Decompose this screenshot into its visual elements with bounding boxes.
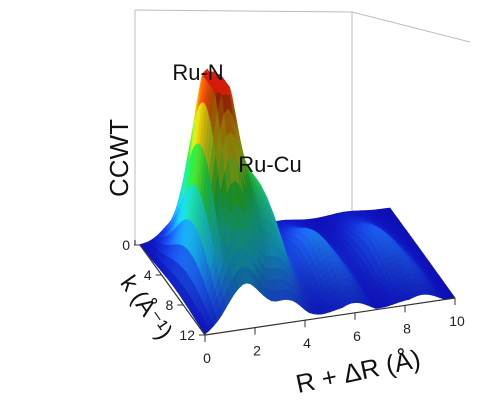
k-tick-label: 8 <box>166 297 174 313</box>
plot-box <box>134 9 471 240</box>
box-edge-top-right <box>351 11 471 43</box>
r-axis-title: R + ΔR (Å) <box>293 343 423 399</box>
k-axis-line <box>139 244 206 336</box>
axes <box>134 240 456 336</box>
z-axis-title: CCWT <box>104 119 134 197</box>
r-tick-label: 2 <box>253 343 261 359</box>
r-tick-label: 8 <box>403 320 411 336</box>
k-tick-label: 12 <box>179 327 195 343</box>
r-tick-label: 10 <box>449 313 465 329</box>
ccwt-surface <box>139 68 456 335</box>
k-tick-label: 0 <box>122 237 130 253</box>
k-tick-label: 4 <box>144 267 152 283</box>
r-tick-label: 4 <box>303 335 311 351</box>
annotation-ru-n: Ru-N <box>172 60 223 85</box>
box-edge-top-left <box>134 9 353 13</box>
r-axis-line <box>204 297 456 336</box>
annotation-ru-cu: Ru-Cu <box>238 152 302 177</box>
r-tick-label: 6 <box>353 328 361 344</box>
r-tick-label: 0 <box>203 350 211 366</box>
